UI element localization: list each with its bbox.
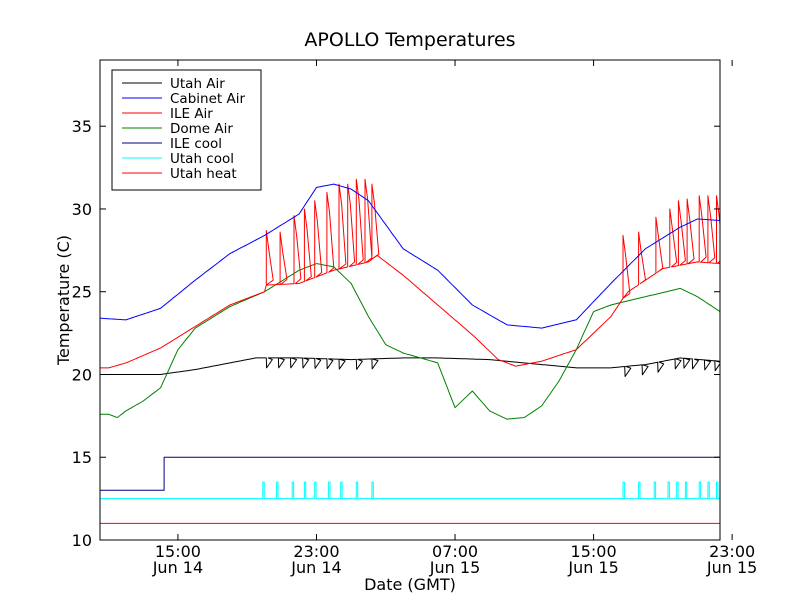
series-line-ile-cool	[100, 456, 720, 491]
series-line-utah-air	[100, 357, 720, 377]
x-tick-label-time: 15:00	[155, 542, 201, 561]
y-tick-label: 35	[72, 117, 92, 136]
series-line-ile-air	[100, 178, 720, 369]
series-line-dome-air	[100, 263, 720, 420]
x-tick-label-time: 23:00	[709, 542, 755, 561]
legend-label-utah-air: Utah Air	[170, 76, 225, 92]
y-tick-label: 20	[72, 365, 92, 384]
x-tick-label-date: Jun 14	[290, 558, 341, 577]
x-tick-label-time: 23:00	[293, 542, 339, 561]
y-tick-label: 25	[72, 283, 92, 302]
series-line-cabinet-air	[100, 183, 720, 329]
x-tick-label-date: Jun 15	[567, 558, 618, 577]
y-tick-label: 15	[72, 448, 92, 467]
series-line-utah-cool	[100, 481, 720, 500]
y-tick-label: 30	[72, 200, 92, 219]
x-tick-label-time: 07:00	[432, 542, 478, 561]
legend-label-cabinet-air: Cabinet Air	[170, 91, 245, 107]
legend-label-utah-cool: Utah cool	[170, 151, 234, 167]
legend-label-ile-cool: ILE cool	[170, 136, 222, 152]
x-axis-label: Date (GMT)	[364, 575, 456, 594]
y-tick-label: 10	[72, 531, 92, 550]
legend-box	[111, 69, 262, 191]
y-axis-label: Temperature (C)	[54, 235, 73, 366]
x-tick-label-date: Jun 15	[429, 558, 480, 577]
legend-label-dome-air: Dome Air	[170, 121, 233, 137]
legend-label-utah-heat: Utah heat	[170, 166, 237, 182]
chart-title: APOLLO Temperatures	[304, 29, 515, 51]
series-layer	[100, 178, 720, 524]
x-tick-label-time: 15:00	[571, 542, 617, 561]
x-tick-label-date: Jun 15	[706, 558, 757, 577]
plot-frame	[99, 59, 721, 541]
x-tick-label-date: Jun 14	[152, 558, 203, 577]
legend-label-ile-air: ILE Air	[170, 106, 213, 122]
